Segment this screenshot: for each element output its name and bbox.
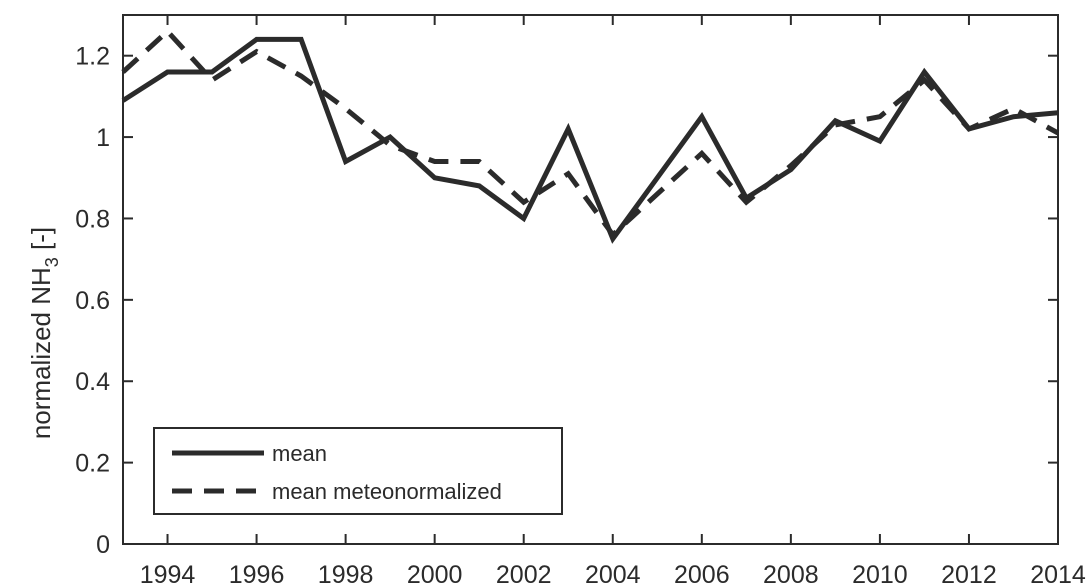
x-tick-label: 1994	[140, 561, 196, 588]
y-tick-label: 1	[96, 124, 110, 152]
plot-area	[122, 14, 1059, 545]
x-tick-label: 2008	[763, 561, 819, 588]
y-tick-label: 0.8	[75, 205, 110, 233]
series-layer	[121, 27, 1060, 244]
legend-box	[153, 427, 563, 515]
y-tick-label: 0.2	[75, 450, 110, 478]
x-tick-label: 2014	[1030, 561, 1086, 588]
legend-label-meteonormalized: mean meteonormalized	[272, 479, 502, 504]
x-tick-label: 1996	[229, 561, 285, 588]
y-tick-label: 0	[96, 531, 110, 559]
y-tick-label: 1.2	[75, 43, 110, 71]
x-tick-label: 2000	[407, 561, 463, 588]
x-tick-label: 2012	[941, 561, 997, 588]
x-tick-label: 2004	[585, 561, 641, 588]
series-line-mean-meteonormalized	[121, 27, 1060, 239]
x-tick-label: 1998	[318, 561, 374, 588]
x-tick-label: 2002	[496, 561, 552, 588]
series-line-mean	[121, 36, 1059, 244]
y-axis-title: normalized NH3 [-]	[26, 227, 62, 439]
x-axis: 1994 1996 1998 2000 2002 2004 2006 2008 2010 2012…	[140, 15, 1086, 588]
legend-label-mean: mean	[272, 441, 327, 466]
plot-frame	[122, 14, 1059, 545]
y-axis: 0 0.2 0.4 0.6 0.8 1 1.2	[75, 43, 1058, 559]
legend: mean mean meteonormalized	[153, 427, 563, 515]
x-tick-label: 2006	[674, 561, 730, 588]
x-tick-label: 2010	[852, 561, 908, 588]
y-tick-label: 0.4	[75, 368, 110, 396]
y-tick-label: 0.6	[75, 287, 110, 315]
